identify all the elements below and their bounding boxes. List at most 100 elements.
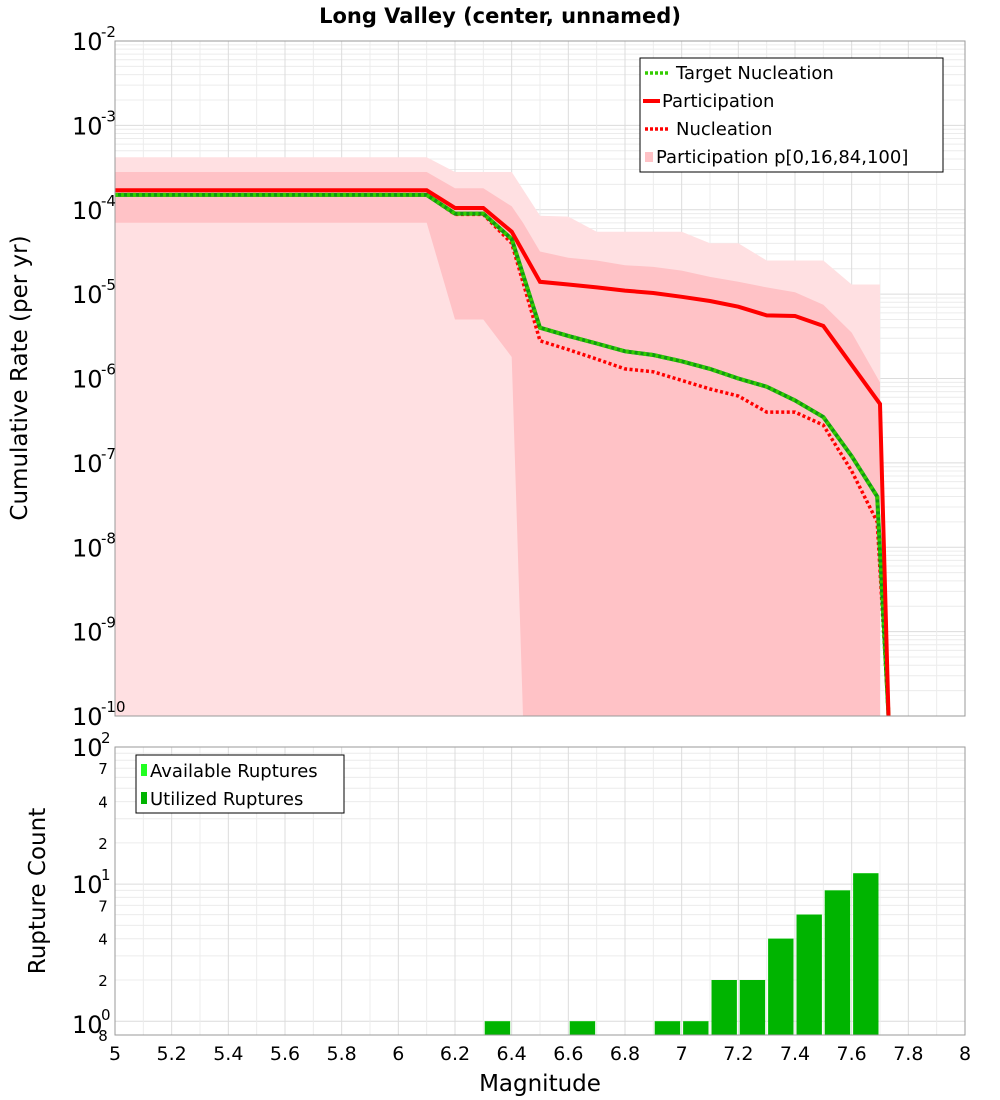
count-y-tick: 7	[98, 760, 108, 778]
rate-y-tick-exponent: -4	[101, 192, 116, 210]
x-tick-label: 5.4	[213, 1043, 243, 1065]
legend-label-participation: Participation	[662, 91, 774, 112]
x-axis-label: Magnitude	[479, 1071, 601, 1097]
x-tick-label: 8	[959, 1043, 971, 1065]
count-y-tick: 100	[72, 1006, 111, 1039]
rate-y-tick-base: 10	[72, 112, 103, 140]
x-tick-label: 7.6	[837, 1043, 867, 1065]
utilized-rupture-bar	[569, 1021, 596, 1035]
count-y-tick-base: 10	[72, 871, 103, 899]
rate-y-tick-base: 10	[72, 619, 103, 647]
target-nucleation-line	[115, 192, 891, 717]
utilized-rupture-bar	[711, 980, 737, 1035]
count-y-tick-minor: 7	[98, 760, 108, 778]
legend-label-target-nucleation: Target Nucleation	[675, 63, 834, 84]
rate-y-tick-exponent: -5	[101, 276, 116, 294]
count-y-tick: 101	[72, 866, 111, 899]
rate-y-tick-base: 10	[72, 366, 103, 394]
rate-lines	[115, 188, 891, 717]
participation-line	[115, 188, 891, 717]
rate-y-tick-exponent: -10	[101, 698, 126, 716]
rate-y-tick-exponent: -6	[101, 361, 116, 379]
rate-y-axis-label: Cumulative Rate (per yr)	[7, 235, 33, 520]
utilized-rupture-bar	[683, 1021, 709, 1035]
rate-y-tick: 10-8	[72, 529, 116, 562]
legend-swatch-available-ruptures	[141, 764, 147, 776]
rate-y-tick: 10-10	[72, 698, 126, 731]
utilized-rupture-bar	[796, 914, 822, 1035]
rate-y-tick-base: 10	[72, 28, 103, 56]
count-y-tick: 2	[98, 835, 108, 853]
legend-label-available-ruptures: Available Ruptures	[150, 761, 318, 782]
utilized-rupture-bar	[824, 890, 851, 1035]
rate-y-tick: 10-2	[72, 23, 116, 56]
nucleation-line	[115, 193, 891, 717]
rate-y-tick-exponent: -8	[101, 529, 116, 547]
rate-plot-frame	[114, 40, 966, 717]
count-y-tick: 4	[98, 931, 108, 949]
rate-y-tick: 10-9	[72, 614, 116, 647]
count-y-tick: 7	[98, 897, 108, 915]
x-tick-label: 5.6	[270, 1043, 300, 1065]
count-bars	[484, 873, 879, 1035]
count-y-tick-base: 10	[72, 1011, 103, 1039]
rate-y-tick-exponent: -3	[101, 107, 116, 125]
count-y-tick-minor: 7	[98, 897, 108, 915]
count-y-tick: 4	[98, 794, 108, 812]
count-y-tick: 2	[98, 972, 108, 990]
x-tick-label: 6	[392, 1043, 404, 1065]
rate-y-tick: 10-7	[72, 445, 116, 478]
utilized-rupture-bar	[739, 980, 766, 1035]
count-y-tick: 102	[72, 729, 111, 762]
utilized-rupture-bar	[654, 1021, 681, 1035]
rate-y-tick-base: 10	[72, 534, 103, 562]
count-y-tick-minor: 2	[98, 972, 108, 990]
count-y-tick-minor: 4	[98, 794, 108, 812]
x-tick-label: 5.2	[157, 1043, 187, 1065]
count-y-tick-minor: 8	[98, 1027, 108, 1045]
utilized-rupture-bar	[484, 1021, 511, 1035]
rate-y-tick-base: 10	[72, 281, 103, 309]
rate-y-tick-base: 10	[72, 703, 103, 731]
rate-y-tick: 10-5	[72, 276, 116, 309]
rate-y-tick-base: 10	[72, 197, 103, 225]
x-tick-label: 6.6	[553, 1043, 583, 1065]
legend-label-utilized-ruptures: Utilized Ruptures	[150, 789, 303, 810]
x-tick-label: 5.8	[327, 1043, 357, 1065]
rate-y-tick: 10-4	[72, 192, 116, 225]
count-y-tick-minor: 2	[98, 835, 108, 853]
x-tick-label: 7.2	[723, 1043, 753, 1065]
count-y-tick-minor: 4	[98, 931, 108, 949]
count-y-tick-base: 10	[72, 734, 103, 762]
count-y-tick-exponent: 0	[101, 1006, 111, 1024]
legend-label-participation-band: Participation p[0,16,84,100]	[656, 147, 908, 168]
participation-band-inner	[115, 172, 880, 716]
utilized-rupture-bar	[768, 938, 794, 1035]
count-plot-frame	[114, 746, 966, 1036]
rate-y-tick-base: 10	[72, 450, 103, 478]
rate-panel: 10-210-310-410-510-610-710-810-910-10 Cu…	[7, 23, 966, 731]
count-y-tick-exponent: 2	[101, 729, 111, 747]
x-tick-label: 7	[676, 1043, 688, 1065]
legend-swatch-utilized-ruptures	[141, 792, 147, 804]
count-x-ticks: 5 5.2 5.4 5.6 5.8 6 6.2 6.4 6.6 6.8 7 7.2 7.4 7.6 7.8 8	[109, 1043, 971, 1065]
rate-y-ticks: 10-210-310-410-510-610-710-810-910-10	[72, 23, 126, 731]
legend-swatch-participation-band	[645, 152, 653, 162]
rate-y-tick-exponent: -7	[101, 445, 116, 463]
x-tick-label: 5	[109, 1043, 121, 1065]
x-tick-label: 6.2	[440, 1043, 470, 1065]
count-y-tick-exponent: 1	[101, 866, 111, 884]
rate-y-tick: 10-6	[72, 361, 116, 394]
count-legend-box	[135, 754, 345, 814]
count-y-tick: 8	[98, 1027, 108, 1045]
count-y-axis-label: Rupture Count	[25, 808, 51, 974]
chart-title: Long Valley (center, unnamed)	[319, 4, 681, 28]
rate-legend-box	[639, 57, 944, 173]
utilized-rupture-bar	[853, 873, 879, 1035]
rate-y-tick-exponent: -2	[101, 23, 116, 41]
rate-y-tick: 10-3	[72, 107, 116, 140]
x-tick-label: 7.4	[780, 1043, 810, 1065]
